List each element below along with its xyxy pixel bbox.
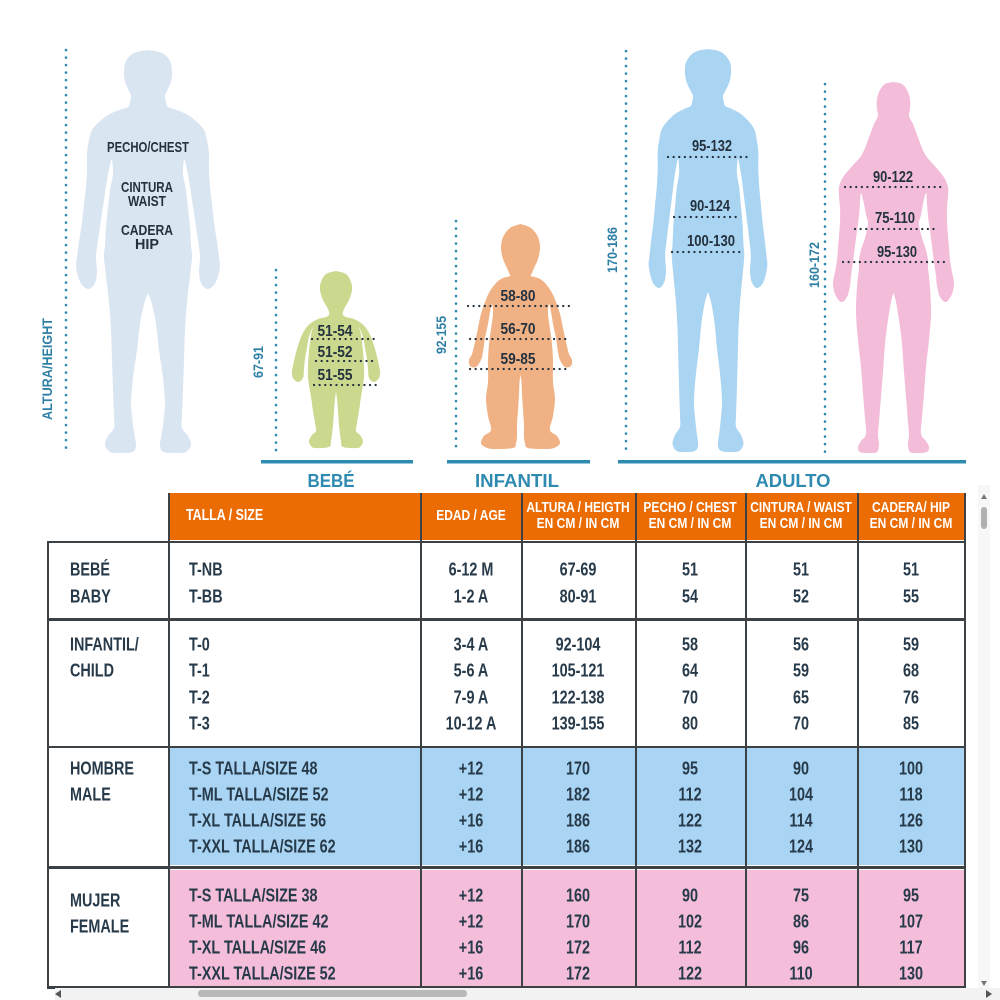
svg-text:WAIST: WAIST — [128, 193, 166, 210]
svg-text:CINTURA: CINTURA — [121, 179, 173, 196]
svg-text:51-52: 51-52 — [318, 344, 353, 361]
svg-text:160-172: 160-172 — [806, 242, 822, 288]
svg-text:56-70: 56-70 — [501, 321, 536, 338]
svg-text:100-130: 100-130 — [687, 233, 735, 250]
svg-text:51-54: 51-54 — [318, 323, 353, 340]
svg-text:67-91: 67-91 — [250, 346, 266, 378]
svg-text:INFANTIL: INFANTIL — [475, 471, 559, 491]
svg-text:58-80: 58-80 — [501, 288, 536, 305]
svg-text:95-132: 95-132 — [692, 138, 732, 155]
svg-text:90-122: 90-122 — [873, 169, 913, 186]
svg-text:170-186: 170-186 — [604, 227, 620, 273]
svg-text:92-155: 92-155 — [433, 316, 449, 354]
svg-text:ADULTO: ADULTO — [756, 471, 831, 491]
svg-text:HIP: HIP — [135, 236, 159, 253]
svg-text:75-110: 75-110 — [875, 210, 915, 227]
svg-text:BEBÉ: BEBÉ — [308, 470, 355, 491]
svg-text:51-55: 51-55 — [318, 367, 353, 384]
svg-text:PECHO/CHEST: PECHO/CHEST — [107, 139, 189, 156]
svg-text:59-85: 59-85 — [501, 351, 536, 368]
svg-text:ALTURA/HEIGHT: ALTURA/HEIGHT — [39, 318, 55, 420]
svg-text:95-130: 95-130 — [877, 244, 917, 261]
svg-text:90-124: 90-124 — [690, 198, 730, 215]
svg-text:CADERA: CADERA — [121, 222, 173, 239]
